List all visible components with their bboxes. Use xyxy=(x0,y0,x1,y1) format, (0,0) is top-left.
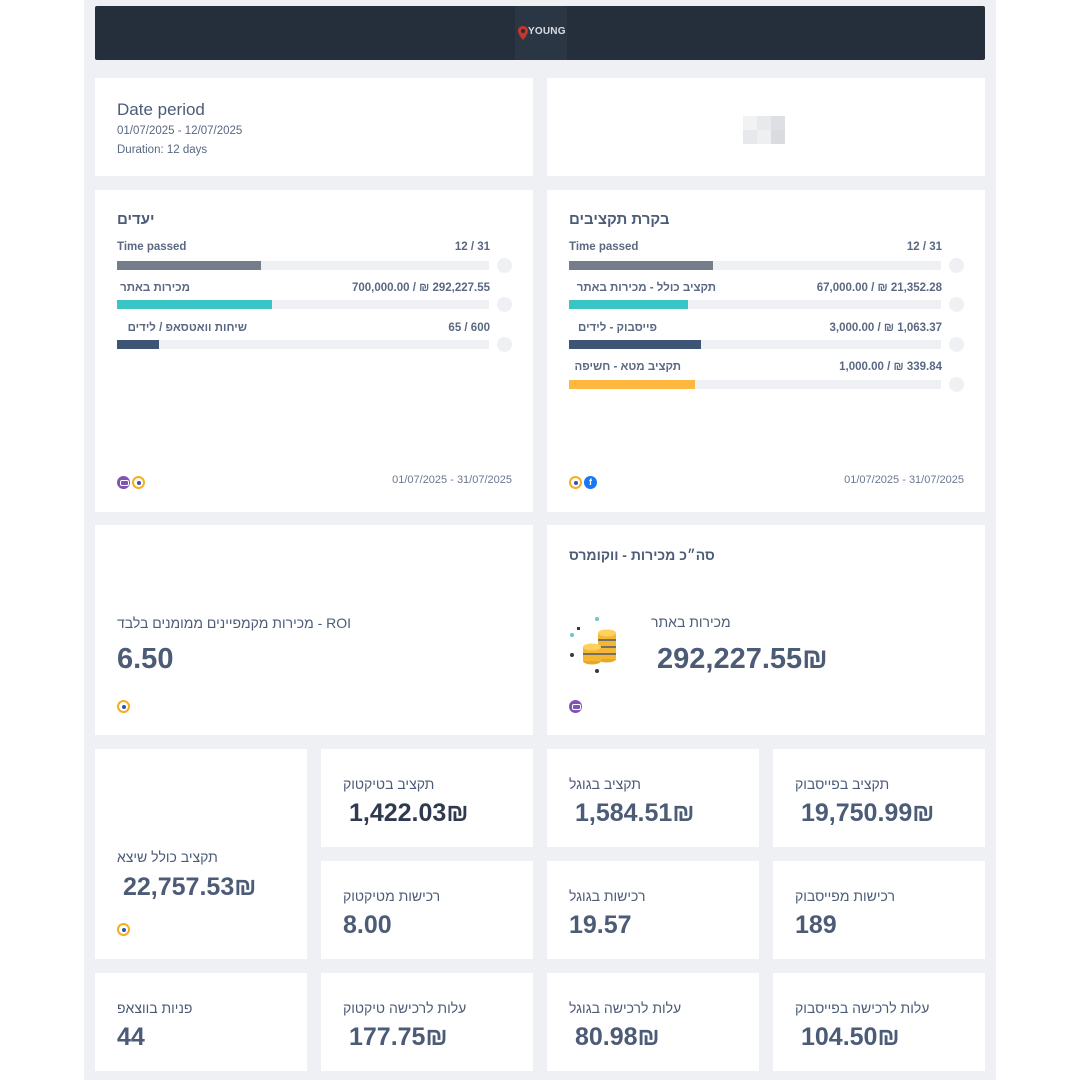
google-purchases-card: רכישות בגוגל 19.57 xyxy=(547,861,759,959)
facebook-budget-label: תקציב בפייסבוק xyxy=(795,776,890,792)
date-period-title: Date period xyxy=(117,100,205,119)
budget-meta-fill xyxy=(569,380,696,389)
brand-logo[interactable]: YOUNG xyxy=(515,6,567,60)
goals-site-sales-bar xyxy=(117,300,489,309)
google-ads-icon xyxy=(117,700,130,713)
facebook-budget-card: תקציב בפייסבוק 19,750.99₪ xyxy=(773,749,985,847)
google-ads-icon xyxy=(117,923,130,936)
goals-time-label: Time passed xyxy=(117,241,187,253)
brand-name: YOUNG xyxy=(528,26,566,37)
roi-title: ROI - מכירות מקמפיינים ממומנים בלבד xyxy=(117,615,352,631)
tiktok-cpa-value: 177.75₪ xyxy=(349,1023,448,1051)
budget-total-value: 67,000.00 / ₪ 21,352.28 xyxy=(816,282,942,294)
budget-total-dot[interactable] xyxy=(949,297,964,312)
budget-facebook-bar xyxy=(569,340,941,349)
budget-total-fill xyxy=(569,300,688,309)
total-spent-value: 22,757.53₪ xyxy=(123,873,257,901)
goals-site-sales-dot[interactable] xyxy=(497,297,512,312)
google-ads-icon xyxy=(132,476,145,489)
woo-sales-title: סה״כ מכירות - ווקומרס xyxy=(569,547,715,563)
facebook-icon: f xyxy=(584,476,597,489)
roi-value: 6.50 xyxy=(117,643,174,675)
goals-time-value: 12 / 31 xyxy=(454,241,490,253)
tiktok-budget-card: תקציב בטיקטוק 1,422.03₪ xyxy=(321,749,533,847)
facebook-purchases-card: רכישות מפייסבוק 189 xyxy=(773,861,985,959)
budget-date-range: 01/07/2025 - 31/07/2025 xyxy=(844,474,964,486)
facebook-cpa-value: 104.50₪ xyxy=(801,1023,900,1051)
google-cpa-label: עלות לרכישה בגוגל xyxy=(569,1000,682,1016)
roi-card: ROI - מכירות מקמפיינים ממומנים בלבד 6.50 xyxy=(95,525,533,735)
google-ads-icon xyxy=(569,476,582,489)
goals-card: יעדים Time passed 12 / 31 מכירות באתר 70… xyxy=(95,190,533,512)
tiktok-purchases-label: רכישות מטיקטוק xyxy=(343,888,441,904)
budget-title: בקרת תקציבים xyxy=(569,211,670,228)
total-spent-card: תקציב כולל שיצא 22,757.53₪ xyxy=(95,749,307,959)
tiktok-budget-value: 1,422.03₪ xyxy=(349,799,469,827)
goals-leads-value: 65 / 600 xyxy=(448,322,490,334)
google-budget-card: תקציב בגוגל 1,584.51₪ xyxy=(547,749,759,847)
top-header: YOUNG xyxy=(95,6,985,60)
budget-meta-value: 1,000.00 / ₪ 339.84 xyxy=(839,361,942,373)
woocommerce-icon xyxy=(569,700,582,713)
budget-facebook-value: 3,000.00 / ₪ 1,063.37 xyxy=(829,322,942,334)
coins-icon xyxy=(570,617,616,673)
budget-control-card: בקרת תקציבים Time passed 12 / 31 תקציב כ… xyxy=(547,190,985,512)
budget-time-fill xyxy=(569,261,713,270)
facebook-purchases-value: 189 xyxy=(795,911,837,939)
goals-leads-fill xyxy=(117,340,160,349)
budget-time-bar xyxy=(569,261,941,270)
date-period-duration: Duration: 12 days xyxy=(117,144,208,156)
whatsapp-leads-card: פניות בווצאפ 44 xyxy=(95,973,307,1071)
goals-leads-dot[interactable] xyxy=(497,337,512,352)
date-period-card: Date period 01/07/2025 - 12/07/2025 Dura… xyxy=(95,78,533,176)
goals-site-sales-value: 700,000.00 / ₪ 292,227.55 xyxy=(351,282,490,294)
budget-meta-dot[interactable] xyxy=(949,377,964,392)
budget-total-bar xyxy=(569,300,941,309)
total-spent-label: תקציב כולל שיצא xyxy=(117,849,218,865)
google-purchases-label: רכישות בגוגל xyxy=(569,888,646,904)
goals-date-range: 01/07/2025 - 31/07/2025 xyxy=(392,474,512,486)
goals-title: יעדים xyxy=(117,211,155,228)
google-cpa-card: עלות לרכישה בגוגל 80.98₪ xyxy=(547,973,759,1071)
tiktok-purchases-value: 8.00 xyxy=(343,911,392,939)
budget-time-value: 12 / 31 xyxy=(906,241,942,253)
goals-site-sales-fill xyxy=(117,300,273,309)
date-period-range: 01/07/2025 - 12/07/2025 xyxy=(117,125,243,137)
google-budget-value: 1,584.51₪ xyxy=(575,799,695,827)
google-cpa-value: 80.98₪ xyxy=(575,1023,660,1051)
woo-sales-card: סה״כ מכירות - ווקומרס מכירות באתר 292,22… xyxy=(547,525,985,735)
blurred-logo-card xyxy=(547,78,985,176)
goals-leads-label: שיחות וואטסאפ / לידים xyxy=(127,322,247,334)
budget-meta-label: תקציב מטא - חשיפה xyxy=(574,361,682,373)
facebook-cpa-label: עלות לרכישה בפייסבוק xyxy=(795,1000,930,1016)
goals-time-dot[interactable] xyxy=(497,258,512,273)
location-pin-icon xyxy=(518,26,528,40)
woo-sales-label: מכירות באתר xyxy=(651,614,731,630)
goals-time-bar xyxy=(117,261,489,270)
whatsapp-leads-label: פניות בווצאפ xyxy=(117,1000,193,1016)
budget-facebook-dot[interactable] xyxy=(949,337,964,352)
budget-meta-bar xyxy=(569,380,941,389)
tiktok-cpa-label: עלות לרכישה טיקטוק xyxy=(343,1000,467,1016)
facebook-cpa-card: עלות לרכישה בפייסבוק 104.50₪ xyxy=(773,973,985,1071)
goals-leads-bar xyxy=(117,340,489,349)
budget-total-label: תקציב כולל - מכירות באתר xyxy=(576,282,716,294)
woo-sales-value: 292,227.55₪ xyxy=(657,643,828,675)
tiktok-cpa-card: עלות לרכישה טיקטוק 177.75₪ xyxy=(321,973,533,1071)
tiktok-purchases-card: רכישות מטיקטוק 8.00 xyxy=(321,861,533,959)
facebook-budget-value: 19,750.99₪ xyxy=(801,799,935,827)
budget-facebook-fill xyxy=(569,340,701,349)
whatsapp-leads-value: 44 xyxy=(117,1023,145,1051)
budget-facebook-label: פייסבוק - לידים xyxy=(578,322,657,334)
goals-site-sales-label: מכירות באתר xyxy=(120,282,190,294)
blurred-image xyxy=(743,116,785,144)
tiktok-budget-label: תקציב בטיקטוק xyxy=(343,776,435,792)
goals-time-fill xyxy=(117,261,261,270)
budget-time-label: Time passed xyxy=(569,241,639,253)
woocommerce-icon xyxy=(117,476,130,489)
google-purchases-value: 19.57 xyxy=(569,911,632,939)
budget-time-dot[interactable] xyxy=(949,258,964,273)
facebook-purchases-label: רכישות מפייסבוק xyxy=(795,888,895,904)
google-budget-label: תקציב בגוגל xyxy=(569,776,641,792)
